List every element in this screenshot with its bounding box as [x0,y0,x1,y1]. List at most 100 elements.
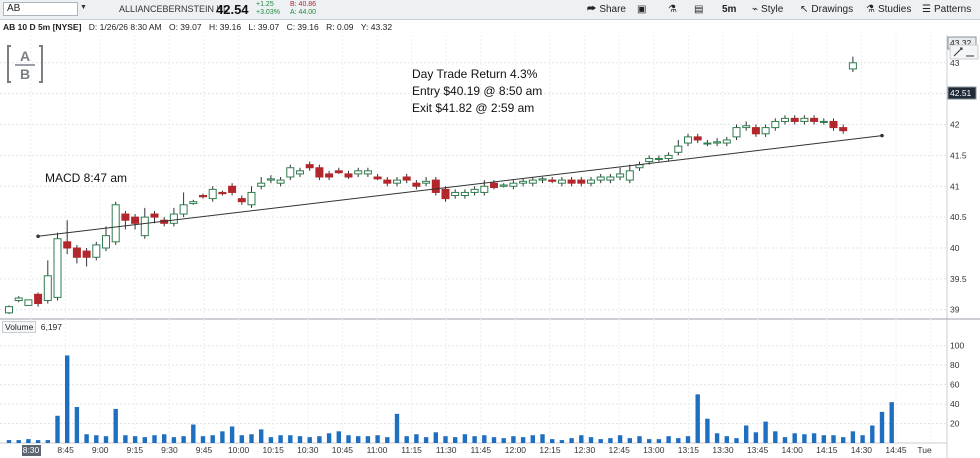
drawings-icon: ↖ [800,4,809,15]
volume-bar [462,434,468,443]
price-tick-label: 42 [950,120,960,130]
candle-up [606,176,615,181]
svg-text:B: B [20,66,30,82]
studies-button[interactable]: ⚗ Studies [866,3,911,17]
volume-bar [307,437,312,443]
svg-text:A: A [20,48,30,64]
candle-up [451,191,460,197]
volume-bar [132,436,138,443]
time-tick-label: 11:15 [401,445,422,455]
candle-down [228,185,237,193]
volume-tick-label: 80 [950,360,960,370]
time-cursor-badge [22,445,41,456]
volume-bar [695,394,700,443]
candle-up [111,204,120,243]
symbol-input[interactable]: AB [3,2,78,16]
candle-down [131,216,140,224]
volume-bar [181,436,186,443]
bar-open: O: 39.07 [168,22,202,32]
volume-tick-label: 100 [950,341,964,351]
volume-bar [569,438,574,443]
volume-bar [6,440,12,443]
candle-up [664,154,673,159]
time-tick-label: 14:15 [816,445,838,455]
compare-button[interactable]: ▤ [694,3,703,17]
flask-button[interactable]: ⚗ [668,3,677,17]
volume-bar [152,435,157,443]
volume-bar [860,435,865,443]
volume-bar [792,433,797,443]
time-tick-label: 14:45 [885,445,907,455]
price-change: +1.25 +3.03% [256,1,280,17]
candle-down [325,173,334,178]
volume-bar [103,436,109,443]
candle-down [567,179,576,184]
candle-down [829,120,838,129]
trend-anchor-start [36,234,40,239]
candle-down [334,170,343,174]
volume-bar [443,436,448,443]
volume-bar [763,421,768,443]
time-tick-label: 9:30 [161,445,178,455]
price-label-top: 43.32 [950,38,972,48]
volume-bar [229,426,235,443]
volume-bar [501,438,506,443]
candle-up [684,136,692,144]
time-tick-label: 12:15 [539,445,561,455]
candle-down [548,179,557,182]
ab-logo: A B [7,45,43,83]
trend-anchor-end [880,133,884,138]
candle-up [674,145,683,153]
volume-bar [627,438,632,443]
price-pane [0,35,947,319]
time-tick-label: 10:30 [297,445,319,455]
volume-bar [65,355,70,443]
volume-bar [385,437,390,443]
candle-up [14,297,23,301]
candle-down [305,164,314,169]
volume-bar [831,435,836,443]
style-button[interactable]: ⌁ Style [752,3,783,17]
volume-bar [317,436,322,443]
candle-down [402,176,411,181]
drawings-button[interactable]: ↖ Drawings [800,3,853,17]
candle-up [625,170,634,181]
share-button[interactable]: ⮫ Share [587,3,626,17]
volume-value: 6,197 [40,322,63,332]
candle-up [587,179,595,184]
volume-bar [239,435,244,443]
candle-down [839,127,848,132]
candle-down [63,241,72,249]
candle-up [102,235,110,249]
last-price: 42.54 [216,2,249,17]
studies-label: Studies [877,4,912,15]
symbol-dropdown-icon[interactable]: ▼ [80,4,87,11]
candle-up [363,170,372,175]
timeframe-button[interactable]: 5m [722,3,736,17]
candle-down [315,167,324,178]
bar-range: R: 0.09 [326,22,354,32]
candle-up [732,127,741,138]
volume-bar [200,436,206,443]
fit-chart-icon[interactable] [949,44,979,60]
volume-bar [210,435,215,443]
volume-bar [705,418,710,443]
volume-bar [656,439,662,443]
price-tick-label: 39 [950,305,960,315]
time-tick-label: 9:00 [92,445,109,455]
price-label-last: 42.51 [950,88,972,98]
save-image-button[interactable]: ▣ [637,3,646,17]
candle-up [480,185,489,193]
volume-label: Volume [2,321,37,333]
ask-value: A: 44.00 [290,9,317,16]
candle-up [286,167,295,178]
candle-up [189,201,198,205]
change-percent: +3.03% [256,9,280,16]
patterns-button[interactable]: ☰ Patterns [922,3,971,17]
volume-bar [608,438,613,443]
volume-bar [394,413,400,443]
volume-bar [162,434,167,443]
volume-bar [472,436,477,443]
candle-up [528,179,537,184]
